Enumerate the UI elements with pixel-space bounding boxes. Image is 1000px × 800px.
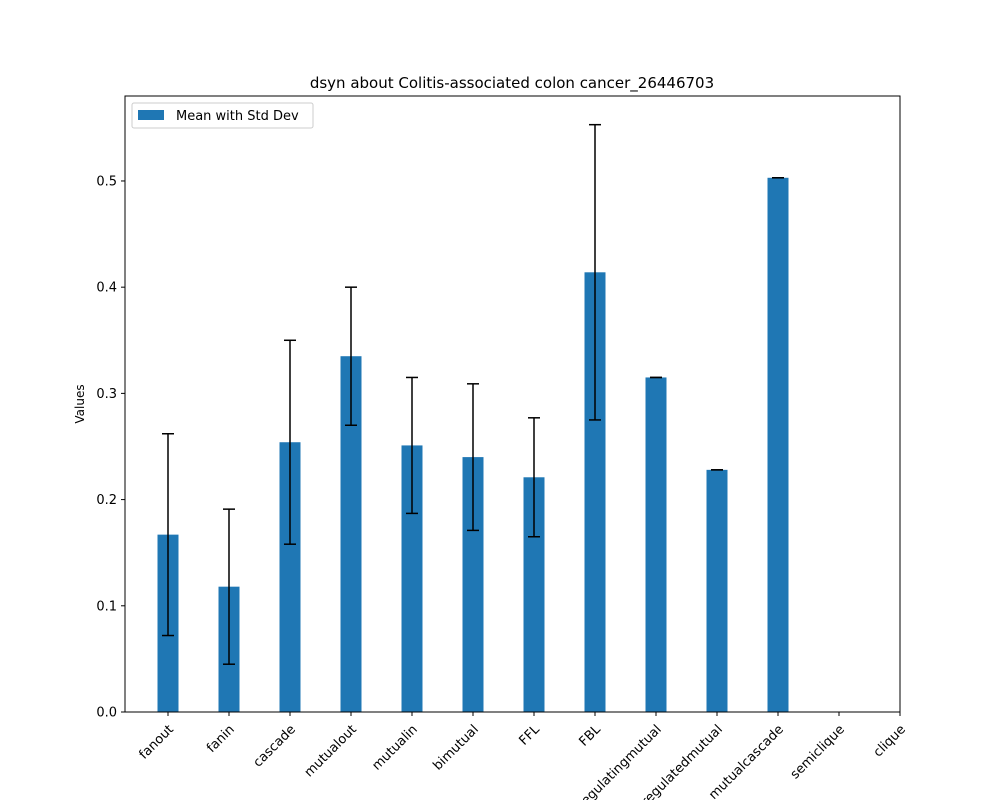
bar [401, 445, 423, 712]
bar [767, 177, 789, 713]
y-tick-label: 0.1 [96, 599, 117, 614]
legend-label: Mean with Std Dev [176, 109, 299, 124]
bar [462, 457, 484, 712]
x-tick-label: mutualin [369, 722, 420, 773]
x-tick-label: FFL [517, 722, 544, 749]
legend-box [131, 102, 314, 129]
bar [279, 442, 301, 712]
y-tick-label: 0.4 [96, 281, 117, 296]
x-tick-label: mutualout [302, 722, 360, 780]
x-tick-label: cascade [251, 722, 299, 770]
x-tick-label: semiclique [788, 722, 848, 782]
error-bars-layer [162, 123, 784, 665]
bar [645, 377, 667, 712]
y-axis: 0.0 0.1 0.2 0.3 0.4 0.5 [96, 174, 125, 721]
bars-layer [157, 177, 789, 713]
x-tick-label: bimutual [430, 722, 481, 773]
x-axis: fanout fanin cascade mutualout mutualin bimut… [136, 712, 909, 800]
y-tick-label: 0.0 [96, 706, 117, 721]
x-tick-label: clique [871, 722, 909, 760]
bar [340, 356, 362, 712]
legend: Mean with Std Dev [131, 102, 314, 129]
y-tick-label: 0.2 [96, 493, 117, 508]
chart-title: dsyn about Colitis-associated colon canc… [310, 74, 714, 93]
x-tick-label: fanin [204, 722, 238, 756]
x-tick-label: FBL [577, 722, 605, 750]
bar [584, 272, 606, 712]
y-axis-label: Values [73, 384, 87, 423]
legend-swatch [138, 110, 164, 120]
y-tick-label: 0.3 [96, 387, 117, 402]
bar [706, 469, 728, 712]
y-tick-label: 0.5 [96, 174, 117, 189]
x-tick-label: fanout [136, 722, 176, 762]
bar [523, 477, 545, 712]
plot-frame [124, 95, 901, 713]
